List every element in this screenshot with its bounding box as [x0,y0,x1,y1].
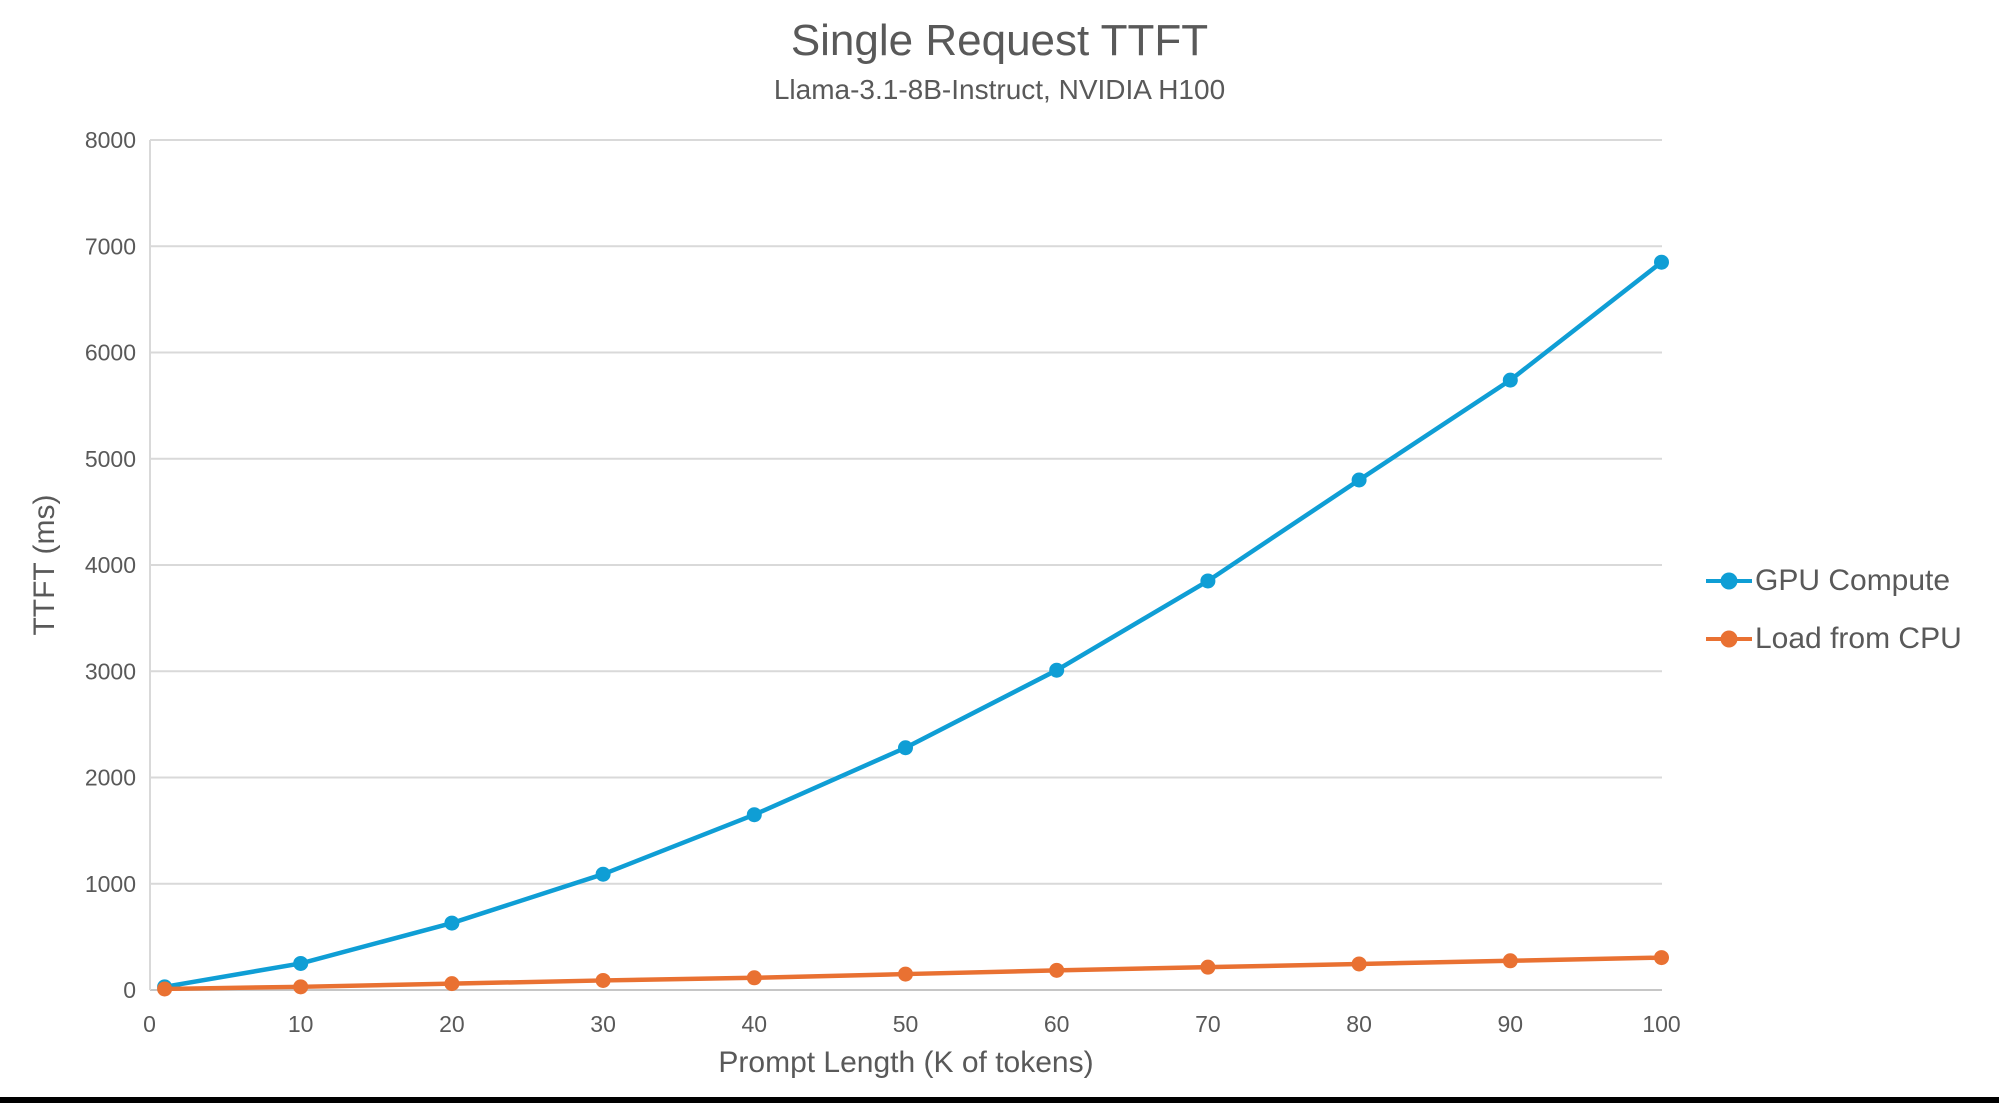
y-tick-label-6000: 6000 [85,340,136,366]
x-tick-label-40: 40 [742,1011,768,1037]
data-point-0-40 [746,807,762,823]
x-tick-label-60: 60 [1044,1011,1070,1037]
x-tick-label-10: 10 [288,1011,314,1037]
legend: GPU Compute Load from CPU [1706,560,1962,660]
x-tick-label-30: 30 [590,1011,616,1037]
gpu-compute-dot-icon [1720,572,1738,590]
data-point-1-20 [444,976,460,992]
legend-item-gpu-compute: GPU Compute [1706,560,1962,602]
y-tick-label-8000: 8000 [85,127,136,153]
x-tick-label-100: 100 [1642,1011,1680,1037]
load-from-cpu-dot-icon [1720,630,1738,648]
data-point-0-30 [595,866,611,882]
chart-subtitle: Llama-3.1-8B-Instruct, NVIDIA H100 [773,74,1226,105]
data-point-1-10 [293,979,309,995]
data-point-0-70 [1200,573,1216,589]
data-point-0-50 [898,740,913,756]
data-point-0-100 [1654,254,1669,270]
legend-label-load-from-cpu: Load from CPU [1755,622,1962,655]
data-point-0-10 [293,955,309,971]
x-tick-label-20: 20 [439,1011,465,1037]
y-tick-label-0: 0 [123,977,136,1003]
data-point-1-1 [157,981,173,997]
load-from-cpu-line-marker-icon [1706,630,1752,648]
legend-item-load-from-cpu: Load from CPU [1706,618,1962,660]
data-point-0-90 [1502,372,1518,388]
data-point-1-30 [595,972,611,988]
legend-label-gpu-compute: GPU Compute [1755,564,1951,597]
y-tick-label-1000: 1000 [85,871,136,897]
x-tick-label-50: 50 [893,1011,919,1037]
y-axis-title: TTFT (ms) [28,494,61,636]
series-line-0 [162,259,1664,990]
data-point-1-70 [1200,959,1216,975]
data-point-1-80 [1351,956,1367,972]
x-tick-label-70: 70 [1195,1011,1221,1037]
data-point-1-60 [1049,962,1065,978]
data-point-1-50 [898,966,913,982]
y-tick-label-7000: 7000 [85,233,136,259]
data-point-1-90 [1502,953,1518,969]
data-point-0-60 [1049,662,1065,678]
page-bottom-rule [0,1097,1999,1103]
chart-title: Single Request TTFT [790,16,1209,65]
x-tick-label-90: 90 [1498,1011,1524,1037]
data-point-1-100 [1654,950,1669,966]
x-axis-title: Prompt Length (K of tokens) [718,1046,1094,1079]
y-tick-label-5000: 5000 [85,446,136,472]
gpu-compute-line-marker-icon [1706,572,1752,590]
data-point-0-80 [1351,472,1367,488]
data-point-0-20 [444,915,460,931]
x-tick-label-80: 80 [1346,1011,1372,1037]
data-point-1-40 [746,970,762,986]
y-tick-label-2000: 2000 [85,765,136,791]
x-tick-label-0: 0 [143,1011,156,1037]
series-line-1 [162,955,1664,992]
y-tick-label-3000: 3000 [85,658,136,684]
y-tick-label-4000: 4000 [85,552,136,578]
